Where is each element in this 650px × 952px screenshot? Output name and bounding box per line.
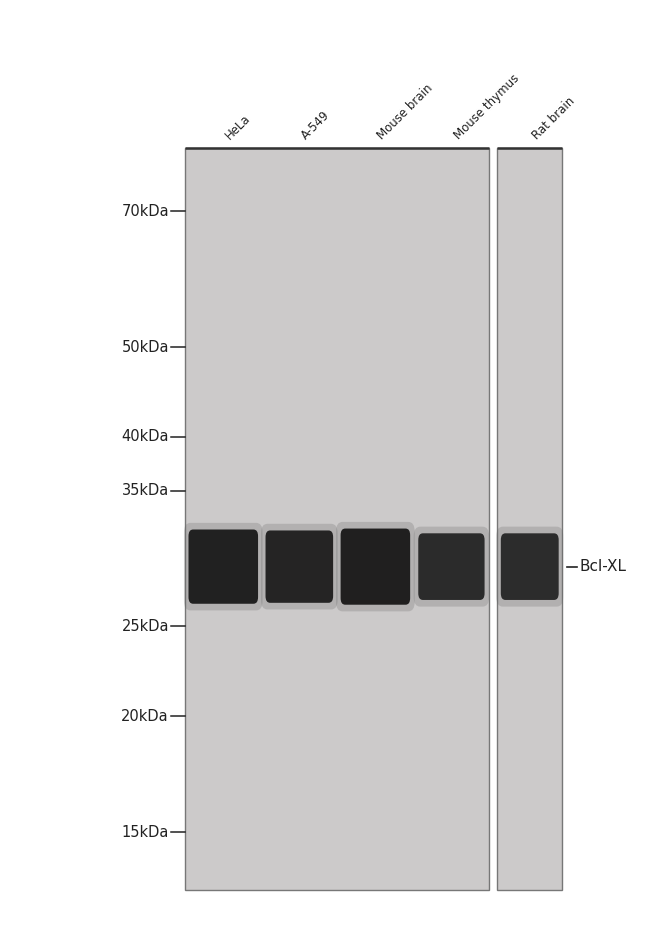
Text: Mouse thymus: Mouse thymus [451, 71, 521, 142]
Text: HeLa: HeLa [224, 111, 254, 142]
FancyBboxPatch shape [261, 524, 338, 609]
FancyBboxPatch shape [500, 533, 558, 600]
Text: Mouse brain: Mouse brain [376, 81, 436, 142]
Text: 25kDa: 25kDa [122, 619, 169, 634]
Text: A-549: A-549 [299, 109, 333, 142]
Text: 50kDa: 50kDa [122, 340, 169, 354]
FancyBboxPatch shape [184, 523, 263, 610]
Text: 35kDa: 35kDa [122, 484, 169, 498]
FancyBboxPatch shape [336, 522, 415, 611]
Text: 40kDa: 40kDa [122, 429, 169, 445]
FancyBboxPatch shape [188, 529, 258, 604]
FancyBboxPatch shape [413, 526, 489, 606]
FancyBboxPatch shape [419, 533, 484, 600]
Text: Rat brain: Rat brain [530, 94, 577, 142]
Text: 15kDa: 15kDa [122, 825, 169, 840]
FancyBboxPatch shape [266, 530, 333, 603]
FancyBboxPatch shape [341, 528, 410, 605]
Text: 70kDa: 70kDa [122, 204, 169, 219]
Text: 20kDa: 20kDa [122, 709, 169, 724]
Bar [497, 148, 562, 890]
FancyBboxPatch shape [497, 526, 563, 606]
Text: Bcl-XL: Bcl-XL [579, 559, 626, 574]
Bar [185, 148, 489, 890]
